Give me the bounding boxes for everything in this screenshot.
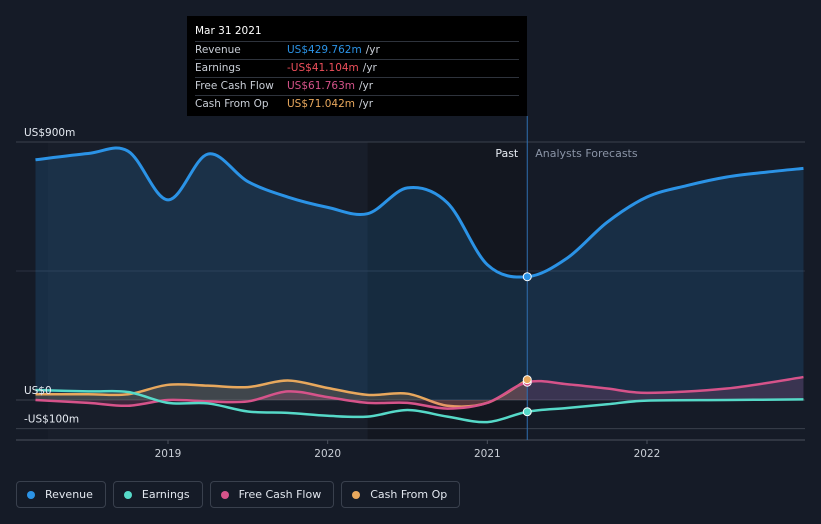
y-axis-label: -US$100m <box>24 414 79 426</box>
x-tick-label: 2022 <box>634 448 661 460</box>
tooltip-value: -US$41.104m <box>287 62 359 74</box>
tooltip-row-cash-from-op: Cash From Op US$71.042m /yr <box>195 95 519 113</box>
y-labels: US$900m US$0 -US$100m <box>24 127 79 426</box>
legend-item-revenue[interactable]: Revenue <box>16 481 106 508</box>
tooltip-value: US$61.763m <box>287 80 355 92</box>
shaded-region <box>367 142 528 440</box>
tooltip-unit: /yr <box>359 80 374 92</box>
tooltip-row-earnings: Earnings -US$41.104m /yr <box>195 59 519 77</box>
series-area-revenue <box>35 147 804 400</box>
x-ticks: 2019 2020 2021 2022 <box>155 440 661 460</box>
tooltip-unit: /yr <box>362 62 377 74</box>
tooltip-label: Cash From Op <box>195 98 269 110</box>
marker-cash-from-op <box>522 375 532 385</box>
tooltip-label: Earnings <box>195 62 241 74</box>
y-axis-label: US$900m <box>24 127 75 139</box>
legend-item-free-cash-flow[interactable]: Free Cash Flow <box>209 481 335 508</box>
legend-dot-icon <box>352 490 361 499</box>
series-area-free-cash-flow <box>35 377 804 409</box>
legend-label: Cash From Op <box>370 488 448 501</box>
series-line-free-cash-flow <box>35 375 804 410</box>
legend-label: Free Cash Flow <box>238 488 322 501</box>
past-label: Past <box>495 147 519 160</box>
legend-item-cash-from-op[interactable]: Cash From Op <box>341 481 461 508</box>
series-line-revenue <box>35 146 804 279</box>
tooltip-unit: /yr <box>365 44 380 56</box>
tooltip-unit: /yr <box>359 98 374 110</box>
legend-label: Revenue <box>45 488 93 501</box>
tooltip-label: Revenue <box>195 44 241 56</box>
tooltip-date: Mar 31 2021 <box>195 25 262 37</box>
marker-revenue <box>522 272 532 282</box>
legend-item-earnings[interactable]: Earnings <box>112 481 203 508</box>
marker-earnings <box>522 407 532 417</box>
tooltip-value: US$429.762m <box>287 44 362 56</box>
series-layer <box>35 146 804 424</box>
markers <box>522 272 532 417</box>
forecast-label: Analysts Forecasts <box>535 147 638 160</box>
tooltip-label: Free Cash Flow <box>195 80 274 92</box>
legend-label: Earnings <box>141 488 190 501</box>
legend-dot-icon <box>123 490 132 499</box>
tooltip-value: US$71.042m <box>287 98 355 110</box>
tooltip-row-free-cash-flow: Free Cash Flow US$61.763m /yr <box>195 77 519 95</box>
tooltip: Mar 31 2021 Revenue US$429.762m /yr Earn… <box>187 16 527 116</box>
legend: Revenue Earnings Free Cash Flow Cash Fro… <box>16 481 467 508</box>
x-tick-label: 2019 <box>155 448 182 460</box>
series-line-cash-from-op <box>35 378 528 408</box>
legend-dot-icon <box>27 490 35 499</box>
x-tick-label: 2020 <box>314 448 341 460</box>
y-axis-label: US$0 <box>24 385 52 397</box>
legend-dot-icon <box>220 490 229 499</box>
series-line-earnings <box>35 388 804 424</box>
x-tick-label: 2021 <box>474 448 501 460</box>
tooltip-row-revenue: Revenue US$429.762m /yr <box>195 41 519 59</box>
